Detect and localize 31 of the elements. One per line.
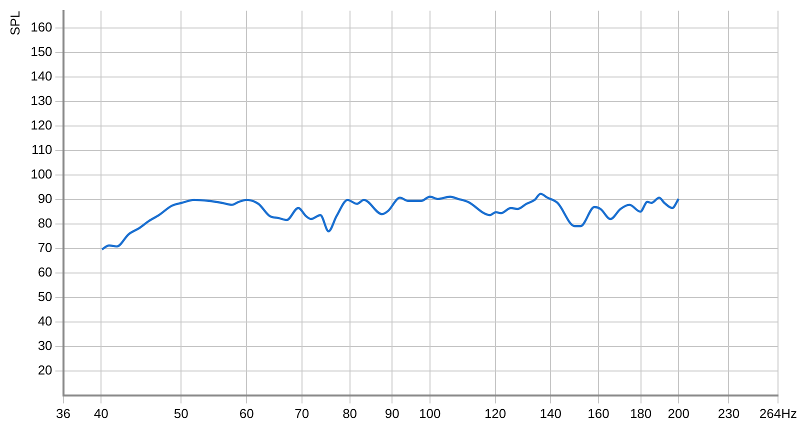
y-tick-label: 120 [30, 118, 52, 133]
y-tick-label: 160 [30, 20, 52, 35]
x-tick-label: 120 [484, 406, 506, 421]
y-tick-label: 50 [38, 288, 52, 304]
x-tick-label: 100 [419, 406, 441, 421]
x-tick-label: 80 [342, 406, 358, 421]
x-tick-label: 50 [174, 406, 188, 421]
y-tick-label: 80 [38, 216, 52, 230]
x-tick-label: 36 [56, 406, 71, 421]
x-tick-label: 160 [588, 406, 610, 421]
x-tick-label: 40 [94, 406, 108, 421]
y-tick-label: 140 [30, 68, 52, 84]
y-tick-label: 70 [38, 240, 52, 255]
x-tick-label: 140 [540, 406, 562, 421]
y-axis-title: SPL [7, 10, 22, 36]
x-tick-label: 230 [718, 406, 740, 421]
x-tick-label: 264Hz [759, 406, 797, 421]
x-tick-label: 200 [668, 406, 690, 421]
x-tick-label: 90 [384, 406, 400, 421]
y-tick-label: 110 [32, 142, 52, 158]
y-tick-label: 90 [38, 191, 52, 206]
y-tick-label: 40 [38, 313, 52, 328]
y-tick-label: 30 [38, 338, 52, 353]
x-tick-label: 60 [239, 406, 254, 421]
y-tick-label: 100 [30, 166, 52, 182]
y-tick-label: 20 [38, 362, 52, 378]
x-tick-label: 70 [294, 406, 310, 421]
y-tick-label: 130 [30, 93, 52, 108]
y-tick-label: 150 [30, 44, 52, 60]
y-tick-label: 60 [38, 264, 52, 280]
x-tick-label: 180 [630, 406, 652, 421]
